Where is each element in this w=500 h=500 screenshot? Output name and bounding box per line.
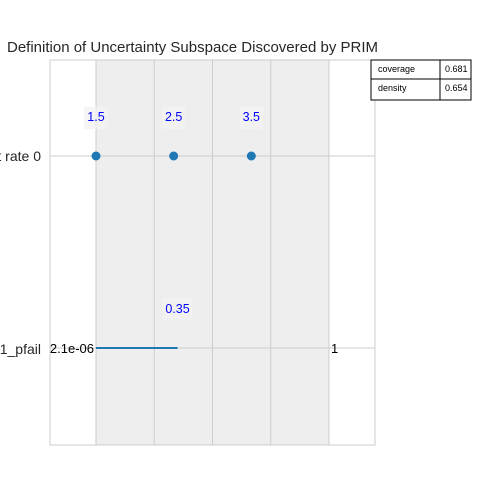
chart-title: Definition of Uncertainty Subspace Disco… — [7, 39, 378, 56]
row-label-rate: t rate 0 — [0, 148, 41, 164]
range-label-background — [162, 298, 193, 320]
stats-table-border — [370, 59, 472, 101]
row-labels: t rate 0 1_pfail — [0, 148, 41, 357]
row-label-pfail: 1_pfail — [0, 341, 41, 357]
point-label-background — [239, 107, 264, 129]
point-label: 2.5 — [165, 110, 182, 124]
stat-value-coverage: 0.681 — [445, 64, 468, 74]
stat-name-density: density — [378, 83, 407, 93]
point-label-background — [84, 107, 108, 129]
point-label-background — [161, 107, 186, 129]
category-point — [246, 151, 256, 161]
point-label: 1.5 — [87, 110, 104, 124]
range-max-label: 0.35 — [165, 302, 189, 316]
category-point — [169, 151, 179, 161]
plot-frame — [49, 59, 376, 446]
range-min-value: 2.1e-06 — [50, 341, 94, 356]
point-label: 3.5 — [243, 110, 260, 124]
category-point — [91, 151, 101, 161]
data-marks: 1.5 2.5 3.5 0.35 2.1e-06 1 — [50, 107, 338, 356]
stat-name-coverage: coverage — [378, 64, 415, 74]
range-max-value: 1 — [331, 341, 338, 356]
stat-value-density: 0.654 — [445, 83, 468, 93]
plot-area — [49, 59, 376, 446]
stats-table: coverage 0.681 density 0.654 — [370, 59, 472, 101]
